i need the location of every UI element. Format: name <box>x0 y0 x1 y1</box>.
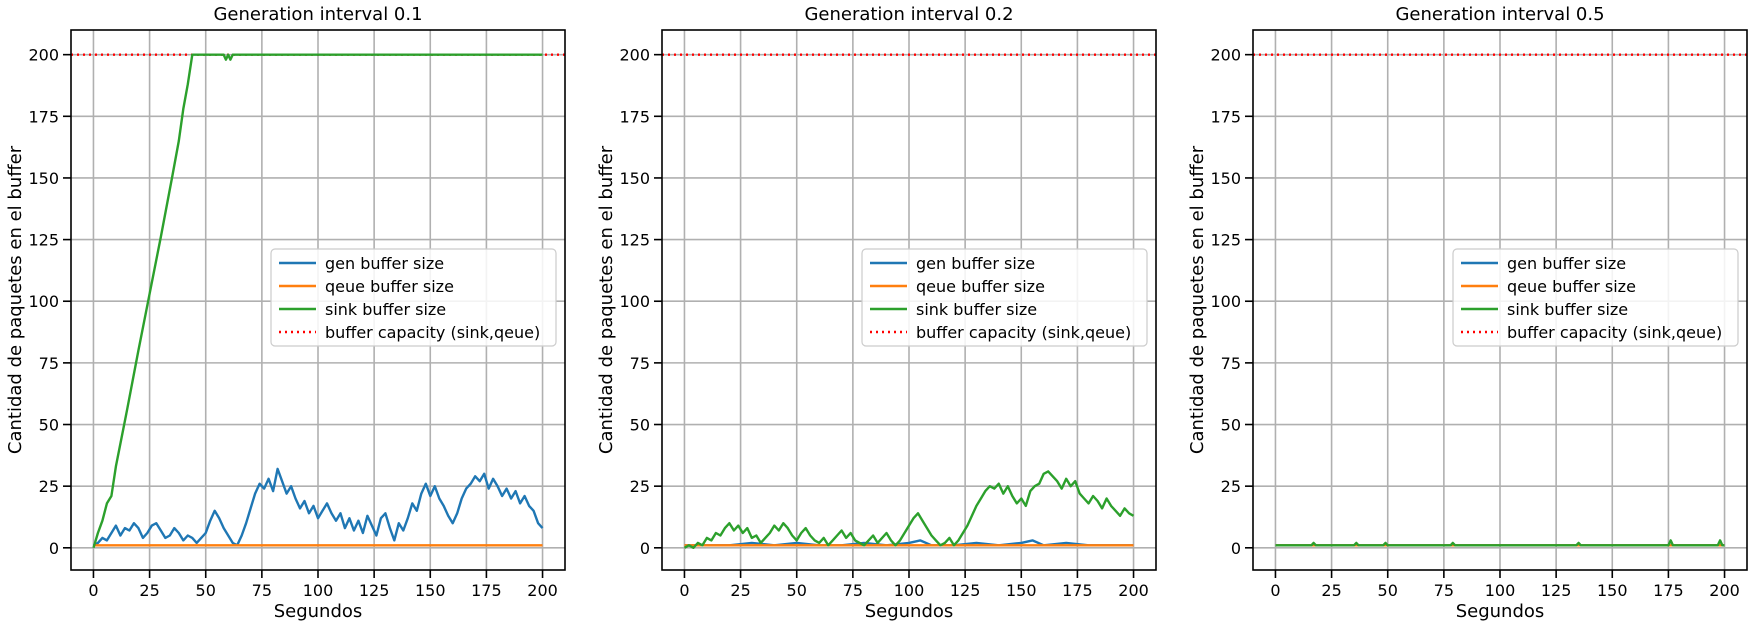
chart-panel-1: 0 25 50 75 100 125 150 175 200 0 25 50 75 100 125 150 17… <box>5 4 566 622</box>
y-axis-label: Cantidad de paquetes en el buffer <box>5 145 26 454</box>
x-tick-label: 175 <box>471 581 502 600</box>
y-axis-label: Cantidad de paquetes en el buffer <box>596 145 617 454</box>
legend-label: qeue buffer size <box>1507 277 1636 296</box>
legend-label: sink buffer size <box>916 300 1037 319</box>
y-tick-label: 0 <box>1231 539 1241 558</box>
x-tick-label: 175 <box>1653 581 1684 600</box>
y-tick-label: 75 <box>630 354 650 373</box>
x-tick-label: 75 <box>252 581 272 600</box>
y-tick-label: 25 <box>630 477 650 496</box>
series-line-3 <box>683 470 1135 549</box>
x-tick-label: 125 <box>359 581 390 600</box>
x-tick-label: 100 <box>894 581 925 600</box>
y-tick-label: 25 <box>39 477 59 496</box>
y-tick-label: 175 <box>1210 107 1241 126</box>
legend-label: gen buffer size <box>1507 254 1626 273</box>
chart-title: Generation interval 0.2 <box>804 4 1013 25</box>
legend-label: buffer capacity (sink,qeue) <box>325 323 540 342</box>
y-tick-label: 25 <box>1221 477 1241 496</box>
y-tick-label: 125 <box>1210 231 1241 250</box>
x-axis-label: Segundos <box>274 601 363 622</box>
x-tick-label: 25 <box>730 581 750 600</box>
plot-area <box>71 53 565 549</box>
y-tick-label: 50 <box>39 416 59 435</box>
y-tick-label: 150 <box>28 169 59 188</box>
y-tick-label: 175 <box>619 107 650 126</box>
x-tick-label: 125 <box>950 581 981 600</box>
plot-area <box>1253 53 1747 547</box>
legend-label: qeue buffer size <box>916 277 1045 296</box>
legend: gen buffer size qeue buffer size sink buff… <box>861 248 1148 347</box>
legend: gen buffer size qeue buffer size sink buff… <box>1452 248 1739 347</box>
chart-title: Generation interval 0.5 <box>1395 4 1604 25</box>
x-tick-label: 50 <box>787 581 807 600</box>
y-tick-label: 200 <box>28 46 59 65</box>
x-tick-label: 100 <box>303 581 334 600</box>
legend-label: sink buffer size <box>1507 300 1628 319</box>
x-tick-label: 100 <box>1485 581 1516 600</box>
legend-box <box>270 248 557 347</box>
x-tick-label: 25 <box>139 581 159 600</box>
x-tick-label: 50 <box>1378 581 1398 600</box>
y-tick-label: 100 <box>1210 292 1241 311</box>
series-line-3 <box>92 53 543 549</box>
x-tick-label: 75 <box>1434 581 1454 600</box>
legend-label: sink buffer size <box>325 300 446 319</box>
y-tick-label: 75 <box>1221 354 1241 373</box>
y-tick-label: 50 <box>1221 416 1241 435</box>
y-tick-label: 200 <box>1210 46 1241 65</box>
chart-panel-2: 0 25 50 75 100 125 150 175 200 0 25 50 75 100 125 150 17… <box>596 4 1157 622</box>
legend-label: qeue buffer size <box>325 277 454 296</box>
x-tick-label: 200 <box>1118 581 1149 600</box>
series-line-1 <box>92 467 544 547</box>
x-axis-label: Segundos <box>1456 601 1545 622</box>
y-tick-label: 125 <box>28 231 59 250</box>
legend-label: gen buffer size <box>916 254 1035 273</box>
y-tick-label: 150 <box>1210 169 1241 188</box>
legend-label: buffer capacity (sink,qeue) <box>1507 323 1722 342</box>
x-tick-label: 175 <box>1062 581 1093 600</box>
series-line-3 <box>1275 539 1725 547</box>
legend-label: gen buffer size <box>325 254 444 273</box>
x-tick-label: 0 <box>679 581 689 600</box>
y-tick-label: 125 <box>619 231 650 250</box>
chart-panel-3: 0 25 50 75 100 125 150 175 200 0 25 50 75 100 125 150 17… <box>1187 4 1748 622</box>
y-axis-label: Cantidad de paquetes en el buffer <box>1187 145 1208 454</box>
x-tick-label: 0 <box>88 581 98 600</box>
x-axis-label: Segundos <box>865 601 954 622</box>
x-tick-label: 150 <box>415 581 446 600</box>
y-tick-label: 100 <box>619 292 650 311</box>
legend-box <box>1452 248 1739 347</box>
x-tick-label: 125 <box>1541 581 1572 600</box>
y-tick-label: 150 <box>619 169 650 188</box>
x-tick-label: 25 <box>1321 581 1341 600</box>
y-tick-label: 75 <box>39 354 59 373</box>
x-tick-label: 200 <box>527 581 558 600</box>
y-tick-label: 200 <box>619 46 650 65</box>
plot-area <box>662 53 1156 549</box>
legend: gen buffer size qeue buffer size sink buff… <box>270 248 557 347</box>
x-tick-label: 0 <box>1270 581 1280 600</box>
x-tick-label: 150 <box>1006 581 1037 600</box>
y-tick-label: 0 <box>49 539 59 558</box>
x-tick-label: 200 <box>1709 581 1740 600</box>
x-tick-label: 50 <box>196 581 216 600</box>
legend-label: buffer capacity (sink,qeue) <box>916 323 1131 342</box>
y-tick-label: 0 <box>640 539 650 558</box>
chart-title: Generation interval 0.1 <box>213 4 422 25</box>
x-tick-label: 75 <box>843 581 863 600</box>
x-tick-label: 150 <box>1597 581 1628 600</box>
legend-box <box>861 248 1148 347</box>
y-tick-label: 100 <box>28 292 59 311</box>
y-tick-label: 50 <box>630 416 650 435</box>
y-tick-label: 175 <box>28 107 59 126</box>
